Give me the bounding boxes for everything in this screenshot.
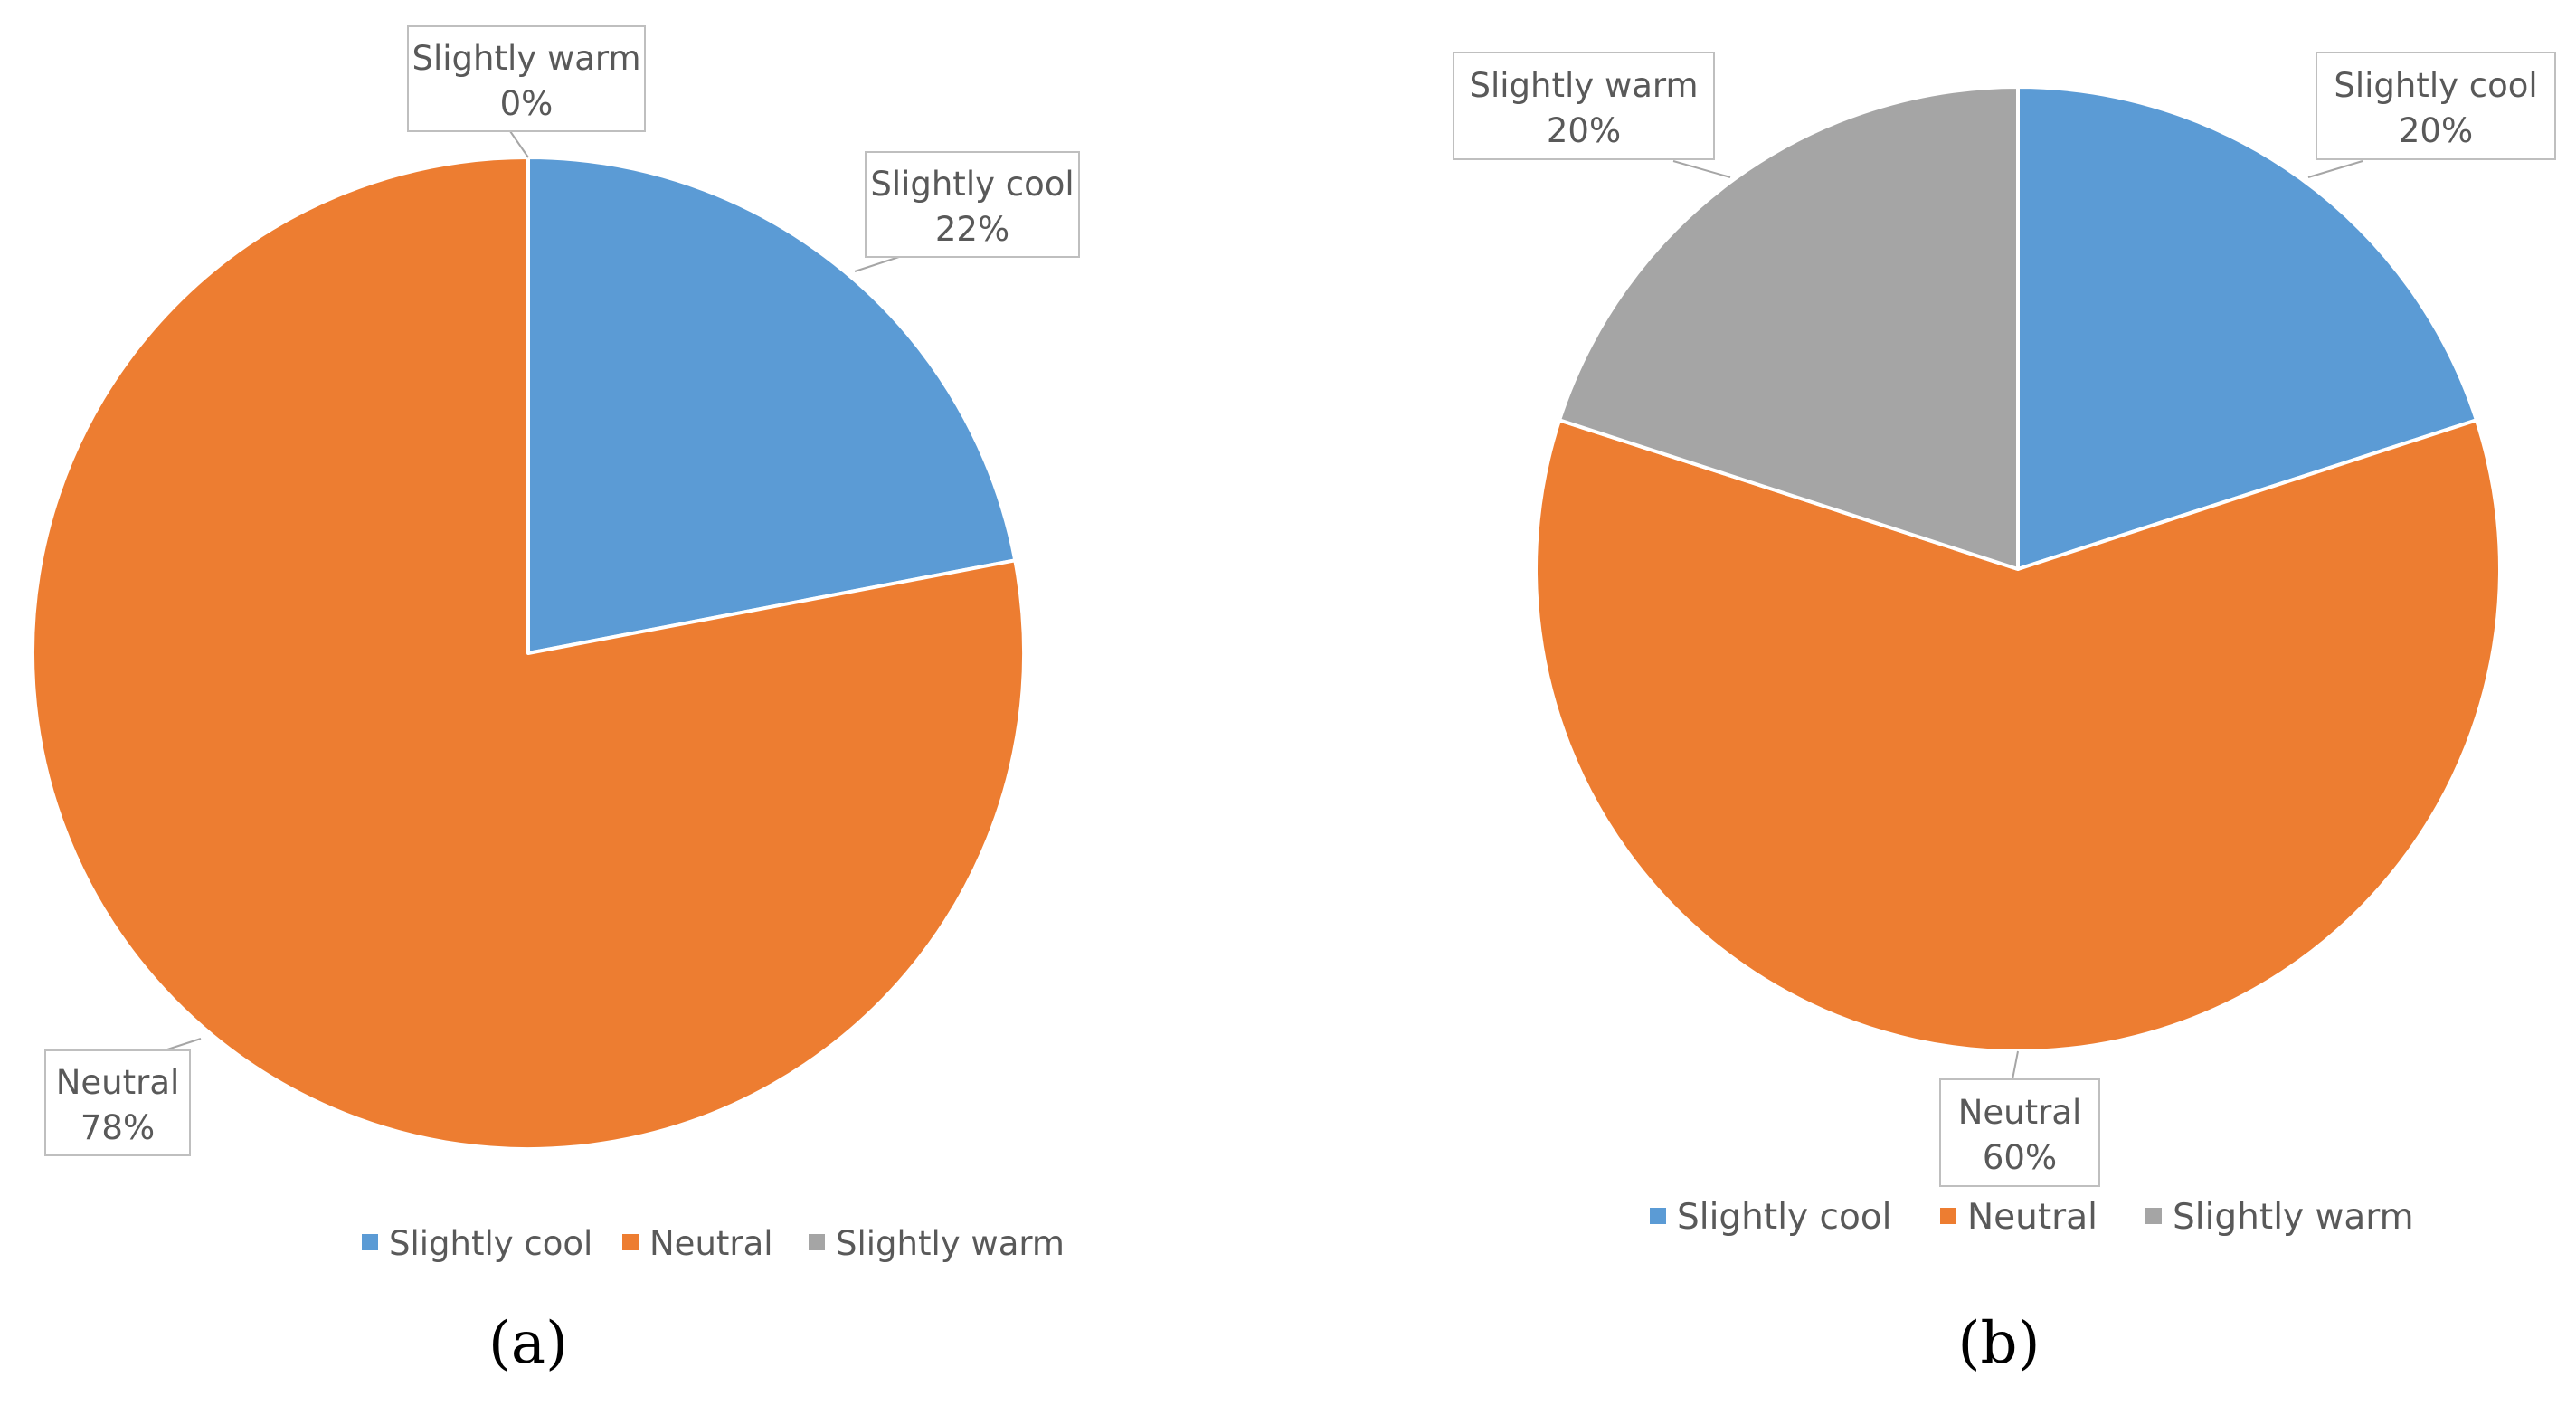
legend: Slightly cool Neutral Slightly warm bbox=[1650, 1197, 2414, 1238]
leader-line bbox=[2307, 160, 2363, 178]
callout-box bbox=[2316, 52, 2556, 160]
legend-entry-slightly-warm: Slightly warm bbox=[2145, 1197, 2414, 1238]
pie-slices bbox=[31, 156, 1026, 1151]
pie-slice-slightly-cool bbox=[526, 156, 1018, 655]
data-label-slightly-warm: Slightly warm 20% bbox=[1453, 52, 1731, 178]
legend: Slightly cool Neutral Slightly warm bbox=[362, 1224, 1065, 1263]
panel-label-a: (a) bbox=[488, 1310, 568, 1377]
data-label-value: 22% bbox=[935, 210, 1009, 249]
pie-slice-slightly-cool bbox=[2016, 85, 2478, 571]
legend-swatch bbox=[362, 1234, 378, 1250]
data-label-value: 20% bbox=[1547, 111, 1621, 150]
legend-entry-neutral: Neutral bbox=[1940, 1197, 2098, 1238]
callout-box bbox=[44, 1049, 191, 1156]
legend-label: Neutral bbox=[1967, 1197, 2098, 1238]
leader-line bbox=[509, 130, 529, 158]
data-labels: Slightly cool 22% Neutral 78% Slightly warm 0… bbox=[44, 25, 1080, 1156]
callout-box bbox=[1453, 52, 1715, 160]
pie-slice-neutral bbox=[31, 156, 1026, 1151]
legend-entry-slightly-cool: Slightly cool bbox=[362, 1224, 592, 1263]
data-label-neutral: Neutral 60% bbox=[1939, 1050, 2100, 1187]
legend-swatch bbox=[1650, 1208, 1666, 1224]
data-labels: Slightly cool 20% Neutral 60% Slightly warm 2… bbox=[1453, 52, 2556, 1187]
callout-box bbox=[865, 151, 1080, 258]
data-label-category: Slightly cool bbox=[870, 165, 1074, 204]
panel-label-b: (b) bbox=[1958, 1310, 2041, 1377]
data-label-category: Neutral bbox=[1958, 1093, 2082, 1132]
data-label-neutral: Neutral 78% bbox=[44, 1038, 202, 1156]
leader-line bbox=[2012, 1050, 2019, 1080]
data-label-category: Slightly warm bbox=[412, 39, 641, 78]
legend-label: Slightly warm bbox=[836, 1224, 1065, 1263]
legend-label: Slightly warm bbox=[2173, 1197, 2414, 1238]
pie-slice-neutral bbox=[1534, 418, 2502, 1053]
data-label-value: 60% bbox=[1983, 1138, 2057, 1177]
pie-chart-a: Slightly cool 22% Neutral 78% Slightly warm 0… bbox=[31, 25, 1080, 1377]
data-label-value: 20% bbox=[2399, 111, 2473, 150]
legend-swatch bbox=[2145, 1208, 2162, 1224]
legend-swatch bbox=[622, 1234, 639, 1250]
data-label-slightly-cool: Slightly cool 20% bbox=[2307, 52, 2556, 178]
callout-box bbox=[407, 25, 646, 132]
legend-entry-slightly-cool: Slightly cool bbox=[1650, 1197, 1892, 1238]
leader-line bbox=[1672, 160, 1731, 178]
legend-label: Slightly cool bbox=[1677, 1197, 1892, 1238]
data-label-slightly-warm: Slightly warm 0% bbox=[407, 25, 646, 158]
legend-entry-slightly-warm: Slightly warm bbox=[809, 1224, 1065, 1263]
data-label-category: Slightly warm bbox=[1470, 66, 1699, 105]
pie-chart-b: Slightly cool 20% Neutral 60% Slightly warm 2… bbox=[1453, 52, 2556, 1377]
legend-swatch bbox=[1940, 1208, 1956, 1224]
pie-slice-slightly-warm bbox=[1558, 85, 2020, 571]
data-label-category: Neutral bbox=[56, 1063, 180, 1102]
legend-label: Slightly cool bbox=[389, 1224, 592, 1263]
legend-swatch bbox=[809, 1234, 825, 1250]
data-label-category: Slightly cool bbox=[2334, 66, 2537, 105]
data-label-value: 0% bbox=[500, 84, 554, 123]
data-label-value: 78% bbox=[80, 1108, 155, 1147]
pie-slices bbox=[1534, 85, 2502, 1053]
legend-label: Neutral bbox=[649, 1224, 773, 1263]
data-label-slightly-cool: Slightly cool 22% bbox=[854, 151, 1080, 272]
leader-line bbox=[166, 1038, 202, 1050]
callout-box bbox=[1939, 1078, 2100, 1187]
legend-entry-neutral: Neutral bbox=[622, 1224, 773, 1263]
